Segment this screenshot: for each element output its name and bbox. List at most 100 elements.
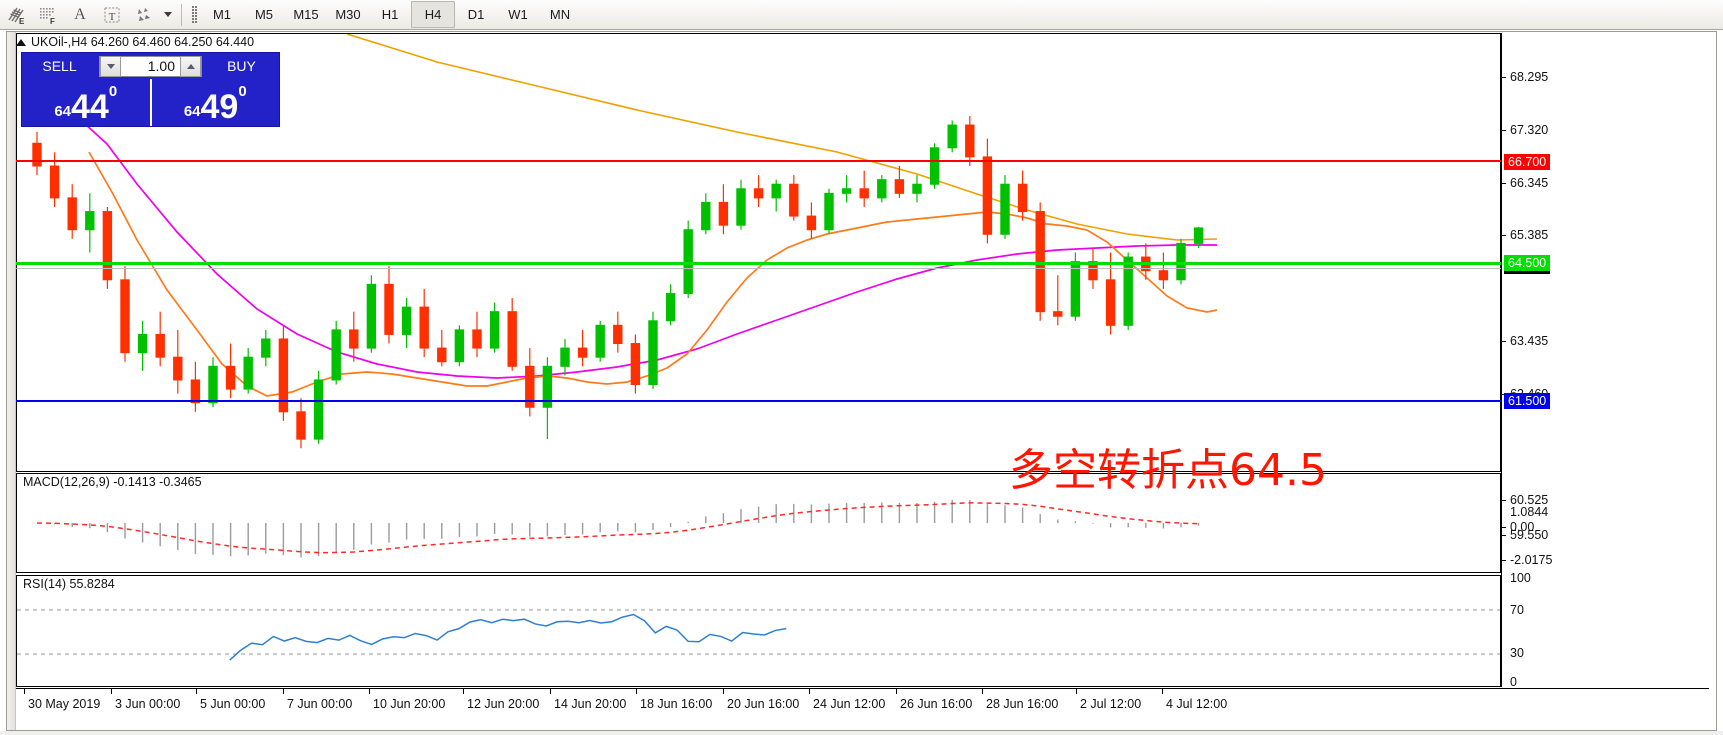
timeframe-m1[interactable]: M1 (212, 7, 232, 22)
buy-button[interactable]: BUY (227, 58, 256, 74)
time-axis-label: 30 May 2019 (28, 697, 101, 711)
candle-body (894, 179, 905, 194)
candle-body (542, 365, 553, 408)
text-label-icon[interactable]: A (74, 5, 86, 23)
time-tick (550, 689, 551, 694)
rsi-label: RSI(14) 55.8284 (21, 577, 117, 591)
candle-body (912, 183, 922, 194)
macd-scale-label: 0.00 (1510, 520, 1535, 534)
volume-stepper[interactable]: 1.00 (99, 55, 202, 77)
candle-body (701, 201, 711, 231)
time-axis-label: 4 Jul 12:00 (1166, 697, 1228, 711)
candle-body (208, 365, 218, 404)
candle-body (753, 188, 764, 199)
timeframe-h4[interactable]: H4 (411, 1, 455, 28)
time-axis-label: 7 Jun 00:00 (287, 697, 353, 711)
candle-body (454, 329, 465, 363)
candle-body (683, 229, 693, 294)
time-tick (896, 689, 897, 694)
candle-body (85, 211, 95, 231)
candle-body (1053, 311, 1063, 317)
time-axis-label: 24 Jun 12:00 (813, 697, 886, 711)
current-price-line (16, 268, 1501, 269)
candle-body (261, 338, 271, 358)
time-tick (809, 689, 810, 694)
timeframe-m5[interactable]: M5 (254, 7, 274, 22)
sell-price-display[interactable]: 64 44 0 (22, 79, 152, 126)
candle-body (929, 147, 940, 185)
candle-body (137, 333, 148, 354)
text-box-icon[interactable]: T (96, 1, 128, 28)
candle-body (630, 343, 641, 386)
volume-increase-button[interactable] (180, 55, 201, 77)
pivot-level-badge: 64.500 (1504, 255, 1551, 274)
time-axis-label: 26 Jun 16:00 (900, 697, 973, 711)
volume-decrease-button[interactable] (100, 55, 121, 77)
candle-body (648, 320, 658, 386)
indicators-grid-icon[interactable]: F (32, 1, 64, 28)
time-scale[interactable]: 30 May 2019 3 Jun 00:00 5 Jun 00:00 7 Jun 0… (16, 688, 1709, 730)
collapse-triangle-icon[interactable] (16, 38, 26, 46)
trade-prices: 64 44 0 64 49 0 (22, 79, 279, 126)
rsi-pane[interactable]: RSI(14) 55.8284 (16, 575, 1501, 687)
time-tick (111, 689, 112, 694)
volume-input[interactable]: 1.00 (147, 58, 175, 74)
candle-body (595, 324, 605, 358)
time-tick (636, 689, 637, 694)
candle-body (965, 124, 975, 158)
chart-annotation-text: 多空转折点64.5 (1009, 445, 1327, 496)
time-tick (24, 689, 25, 694)
candle-body (1000, 183, 1010, 235)
svg-text:E: E (19, 17, 25, 25)
objects-dropdown-icon[interactable] (160, 1, 176, 28)
resistance-line-66700 (16, 160, 1501, 162)
time-tick (1162, 689, 1163, 694)
macd-scale-label: 1.0844 (1510, 505, 1549, 519)
rsi-scale-label: 70 (1510, 603, 1524, 617)
time-tick (982, 689, 983, 694)
timeframe-m15[interactable]: M15 (293, 7, 319, 22)
objects-icon[interactable] (128, 1, 160, 28)
trade-panel-header: SELL 1.00 BUY (22, 53, 279, 79)
candle-body (1123, 256, 1133, 326)
price-tick-label: 67.320 (1510, 123, 1549, 137)
one-click-trading-panel[interactable]: SELL 1.00 BUY 64 44 0 64 49 0 (21, 52, 280, 127)
chart-vertical-scrollbar[interactable] (7, 32, 16, 730)
price-scale[interactable]: 68.295 67.320 66.345 65.385 63.435 62.46… (1501, 33, 1709, 689)
time-axis-label: 10 Jun 20:00 (373, 697, 446, 711)
timeframe-mn[interactable]: MN (549, 7, 571, 22)
timeframe-d1[interactable]: D1 (467, 7, 485, 22)
time-tick (463, 689, 464, 694)
sell-price-pipette: 0 (108, 83, 118, 100)
timeframe-handle-icon[interactable] (187, 1, 201, 28)
buy-price-main: 49 (200, 88, 239, 126)
candle-body (560, 347, 570, 367)
macd-pane[interactable]: MACD(12,26,9) -0.1413 -0.3465 (16, 473, 1501, 573)
candle-body (278, 338, 289, 413)
price-tick-label: 65.385 (1510, 228, 1549, 242)
timeframe-m30[interactable]: M30 (335, 7, 361, 22)
rsi-scale-label: 30 (1510, 646, 1524, 660)
buy-price-display[interactable]: 64 49 0 (152, 79, 280, 126)
macd-label: MACD(12,26,9) -0.1413 -0.3465 (21, 475, 204, 489)
candle-body (1070, 261, 1081, 317)
svg-text:T: T (109, 11, 116, 23)
expert-advisors-icon[interactable]: E (0, 1, 32, 28)
sell-button[interactable]: SELL (42, 58, 77, 74)
timeframe-h1[interactable]: H1 (381, 7, 399, 22)
candle-body (1176, 242, 1186, 281)
timeframe-w1[interactable]: W1 (508, 7, 528, 22)
time-axis-label: 28 Jun 16:00 (986, 697, 1059, 711)
time-tick (1076, 689, 1077, 694)
price-chart-svg (32, 34, 1218, 449)
time-axis-label: 12 Jun 20:00 (467, 697, 540, 711)
candle-body (366, 283, 377, 349)
macd-chart-svg (36, 499, 1200, 558)
sell-price-main: 44 (71, 88, 109, 126)
main-toolbar: E F A T (0, 0, 1723, 30)
candle-body (1017, 183, 1028, 213)
symbol-ohlc-text: UKOil-,H4 64.260 64.460 64.250 64.440 (31, 35, 255, 49)
price-tick-label: 59.550 (1510, 528, 1549, 542)
candle-body (613, 324, 623, 345)
candle-body (736, 188, 746, 226)
